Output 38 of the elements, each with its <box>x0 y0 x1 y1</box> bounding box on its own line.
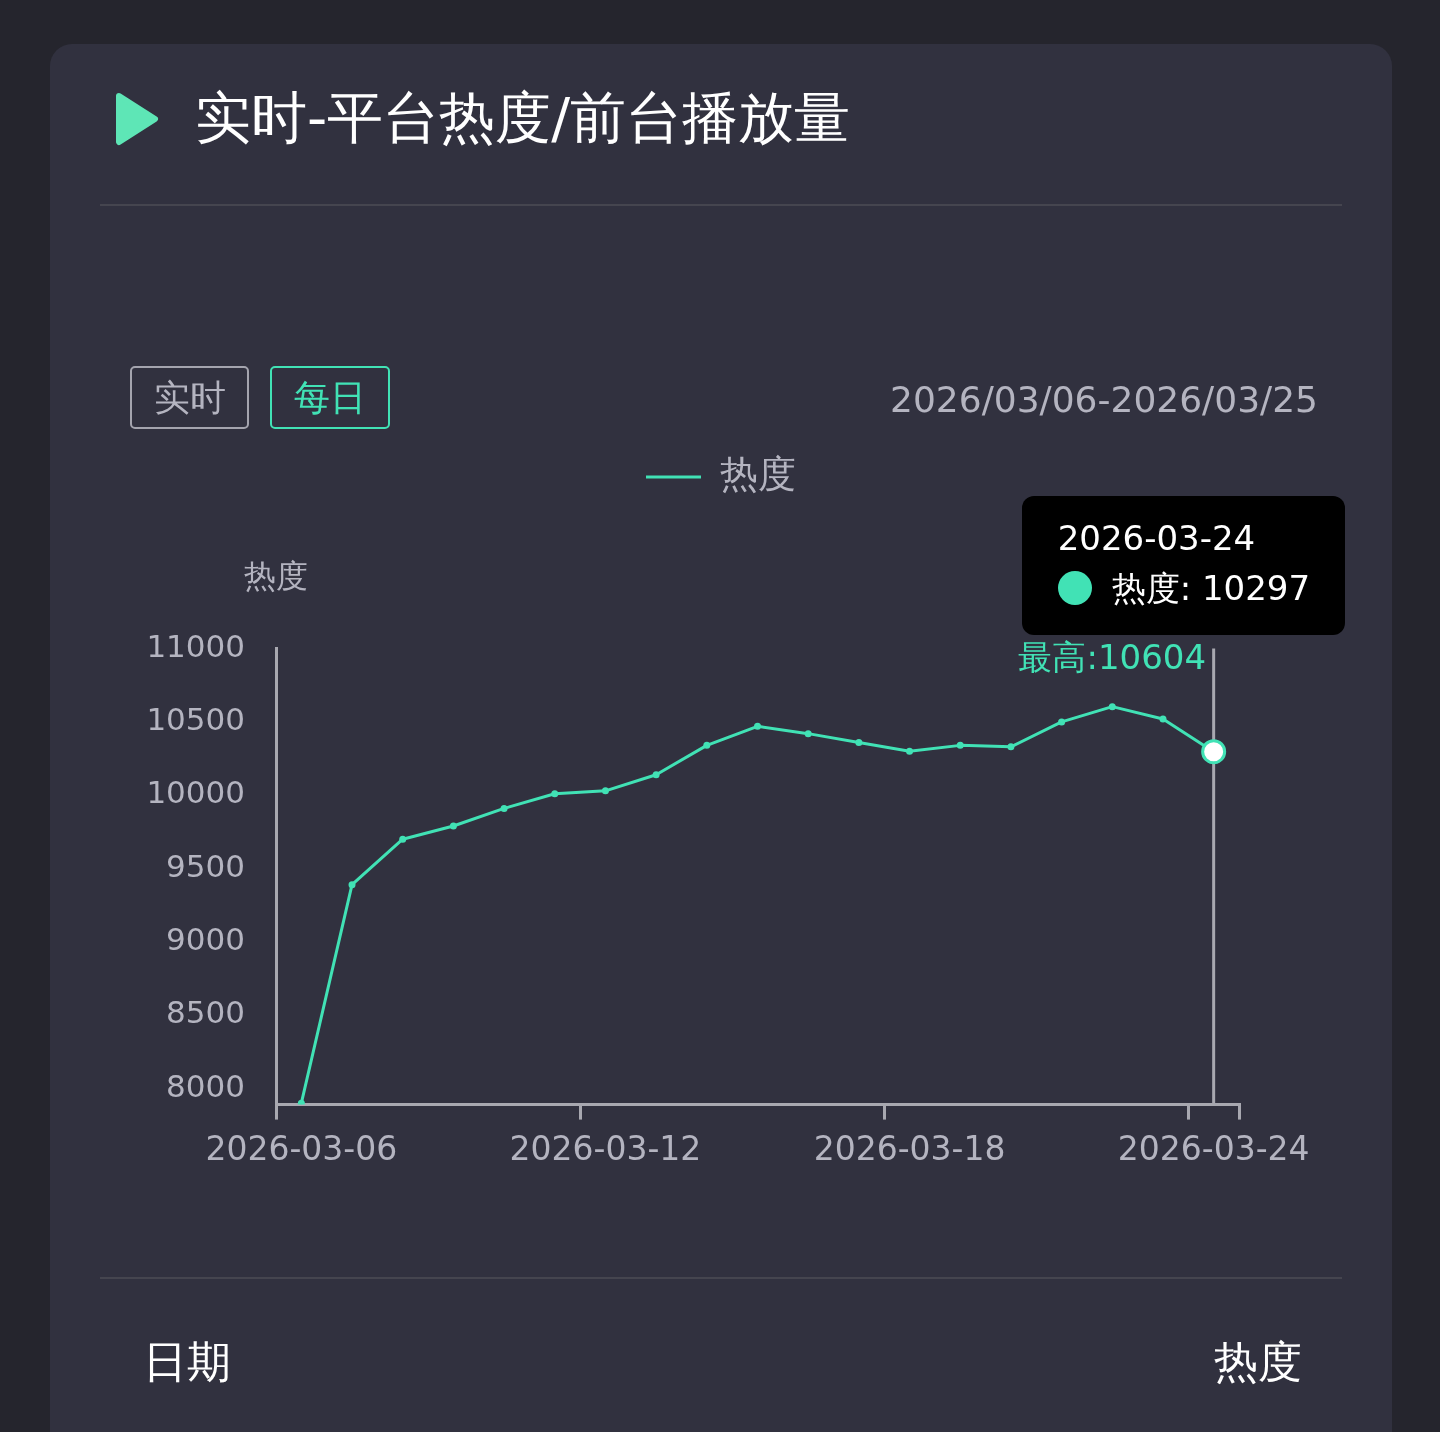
chart-subtitle: 2026/03/06-2026/03/25 <box>890 378 1318 422</box>
point <box>1058 718 1066 726</box>
point <box>551 790 559 798</box>
legend-label: 热度 <box>720 451 796 496</box>
x-tick-label: 2026-03-18 <box>813 1128 1006 1168</box>
y-axis-title: 热度 <box>244 556 308 595</box>
point <box>906 747 914 755</box>
y-tick-label: 11000 <box>146 627 245 664</box>
text: 热度: 10297 <box>1111 566 1311 610</box>
point <box>1007 743 1015 751</box>
y-tick-label: 9000 <box>166 920 245 957</box>
point <box>399 835 407 843</box>
x-tick-label: 2026-03-12 <box>509 1128 702 1168</box>
point <box>754 722 761 730</box>
chart-title: 实时-平台热度/前台播放量 <box>195 84 851 152</box>
text: 2026-03-24 <box>1057 516 1256 560</box>
y-tick-label: 10000 <box>146 774 245 811</box>
x-tick-label: 2026-03-06 <box>205 1128 398 1168</box>
point <box>1108 703 1116 711</box>
point <box>500 804 508 812</box>
text: 日期 <box>143 1335 231 1389</box>
y-tick-label: 8500 <box>166 994 245 1031</box>
point <box>855 738 863 746</box>
point <box>601 787 609 795</box>
point <box>348 881 356 889</box>
point <box>1159 715 1167 723</box>
point <box>297 1099 305 1105</box>
x-tick-label: 2026-03-24 <box>1117 1128 1310 1168</box>
point <box>804 730 812 738</box>
y-tick-label: 9500 <box>166 847 245 884</box>
point <box>703 741 711 749</box>
point <box>956 741 964 749</box>
y-tick-label: 10500 <box>146 700 245 737</box>
point <box>449 822 457 830</box>
y-tick-label: 8000 <box>166 1067 245 1104</box>
annotation: 最高:10604 <box>1018 637 1207 678</box>
point <box>652 771 660 779</box>
text: 热度 <box>1214 1335 1302 1389</box>
